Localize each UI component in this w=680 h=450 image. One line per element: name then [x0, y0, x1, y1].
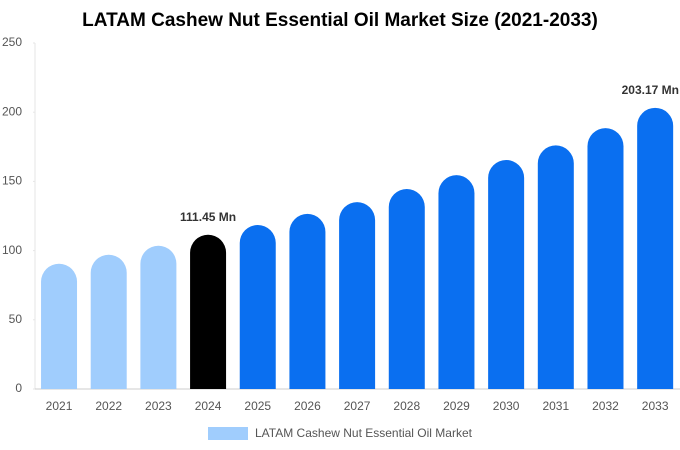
y-tick-label: 250: [2, 35, 22, 49]
x-tick-label: 2031: [542, 399, 569, 413]
bar: [140, 245, 177, 389]
x-tick-label: 2029: [443, 399, 470, 413]
x-tick-label: 2033: [642, 399, 669, 413]
value-label: 111.45 Mn: [180, 210, 236, 224]
y-tick-label: 50: [9, 312, 23, 326]
bar: [587, 128, 624, 389]
x-tick-label: 2024: [195, 399, 222, 413]
x-tick-label: 2028: [393, 399, 420, 413]
x-tick-label: 2032: [592, 399, 619, 413]
x-tick-label: 2022: [95, 399, 122, 413]
chart-title: LATAM Cashew Nut Essential Oil Market Si…: [82, 10, 598, 31]
legend-label: LATAM Cashew Nut Essential Oil Market: [255, 426, 473, 440]
bar: [190, 234, 227, 389]
bar: [488, 159, 525, 389]
y-tick-label: 150: [2, 174, 22, 188]
y-tick-label: 0: [15, 381, 22, 395]
y-tick-label: 100: [2, 243, 22, 257]
bar: [537, 145, 574, 389]
x-tick-label: 2023: [145, 399, 172, 413]
legend-swatch: [208, 427, 248, 440]
bar: [438, 175, 475, 389]
bar: [41, 263, 78, 389]
bar: [388, 189, 425, 389]
bar: [339, 202, 376, 389]
bar: [637, 107, 674, 389]
bar: [239, 224, 276, 389]
x-tick-label: 2027: [344, 399, 371, 413]
x-tick-label: 2030: [493, 399, 520, 413]
x-tick-label: 2021: [46, 399, 73, 413]
bar: [90, 254, 127, 389]
value-label: 203.17 Mn: [622, 83, 679, 97]
y-tick-label: 200: [2, 104, 22, 118]
x-tick-label: 2025: [244, 399, 271, 413]
bar: [289, 213, 326, 389]
x-tick-label: 2026: [294, 399, 321, 413]
